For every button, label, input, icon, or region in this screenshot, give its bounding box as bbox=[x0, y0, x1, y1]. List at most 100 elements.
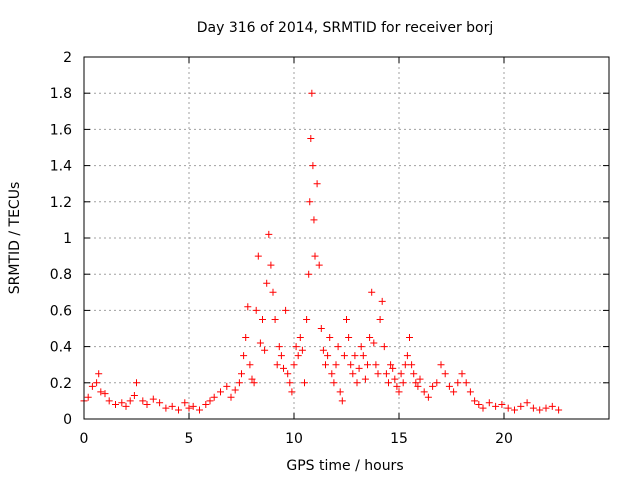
data-point bbox=[313, 180, 321, 188]
data-point bbox=[387, 361, 395, 369]
data-point bbox=[292, 343, 300, 351]
data-point bbox=[306, 198, 314, 206]
data-point bbox=[479, 404, 487, 412]
y-tick-label: 1.8 bbox=[50, 86, 72, 102]
data-point bbox=[408, 361, 416, 369]
data-point bbox=[288, 388, 296, 396]
data-point bbox=[397, 370, 405, 378]
x-tick-label: 5 bbox=[185, 431, 194, 447]
data-point bbox=[403, 352, 411, 360]
y-tick-label: 1.4 bbox=[50, 159, 72, 175]
data-point bbox=[156, 399, 164, 407]
data-point bbox=[385, 379, 392, 387]
data-point bbox=[412, 379, 420, 387]
data-point bbox=[338, 397, 346, 405]
data-point bbox=[301, 379, 308, 387]
data-point bbox=[290, 361, 298, 369]
data-point bbox=[284, 370, 292, 378]
data-point bbox=[555, 406, 563, 414]
data-point bbox=[406, 334, 413, 342]
data-point bbox=[242, 334, 250, 342]
y-tick-label: 0.4 bbox=[50, 340, 72, 356]
y-tick-labels: 0 0.2 0.4 0.6 0.8 1 1.2 1.4 1.6 1.8 2 bbox=[50, 50, 72, 428]
y-axis-label: SRMTID / TECUs bbox=[7, 182, 23, 295]
data-point bbox=[319, 346, 327, 354]
data-point bbox=[332, 361, 340, 369]
data-point bbox=[162, 404, 170, 412]
data-point bbox=[286, 379, 294, 387]
data-point bbox=[248, 375, 256, 383]
data-point bbox=[401, 361, 409, 369]
data-point bbox=[511, 406, 518, 414]
data-point bbox=[267, 261, 275, 269]
data-point bbox=[185, 404, 193, 412]
data-point bbox=[275, 343, 283, 351]
data-point bbox=[246, 361, 254, 369]
x-tick-labels: 0 5 10 15 20 bbox=[80, 431, 513, 447]
data-point bbox=[410, 370, 418, 378]
data-point bbox=[252, 306, 260, 314]
data-point bbox=[424, 393, 432, 401]
data-point bbox=[277, 352, 285, 360]
data-point bbox=[326, 334, 334, 342]
data-point bbox=[105, 397, 113, 405]
data-point bbox=[269, 288, 277, 296]
data-point bbox=[454, 379, 462, 387]
data-point bbox=[441, 370, 449, 378]
data-point bbox=[376, 315, 384, 323]
y-tick-label: 0.8 bbox=[50, 267, 72, 283]
data-point bbox=[175, 406, 182, 414]
y-tick-label: 1.6 bbox=[50, 122, 72, 138]
data-point bbox=[282, 306, 290, 314]
data-point bbox=[353, 379, 361, 387]
data-point bbox=[168, 402, 176, 410]
data-point bbox=[364, 361, 371, 369]
data-point bbox=[317, 325, 325, 332]
data-point bbox=[244, 303, 252, 311]
data-point bbox=[296, 334, 304, 342]
data-point bbox=[517, 402, 525, 410]
data-point bbox=[112, 401, 119, 409]
y-tick-label: 1.2 bbox=[50, 195, 72, 211]
data-point bbox=[308, 89, 316, 97]
data-point bbox=[122, 402, 130, 410]
data-point bbox=[372, 361, 380, 369]
data-point bbox=[93, 379, 101, 387]
data-point bbox=[223, 382, 231, 390]
data-point bbox=[349, 370, 357, 378]
data-point bbox=[181, 399, 189, 407]
data-point bbox=[130, 391, 138, 399]
data-point bbox=[370, 339, 378, 347]
data-point bbox=[231, 386, 239, 394]
data-point bbox=[126, 397, 134, 405]
data-point bbox=[143, 401, 151, 409]
data-point bbox=[340, 352, 348, 360]
data-point bbox=[347, 361, 355, 369]
data-point bbox=[240, 352, 248, 360]
data-point bbox=[416, 375, 424, 383]
data-point bbox=[101, 390, 109, 398]
y-tick-label: 1 bbox=[63, 231, 72, 247]
data-point bbox=[374, 370, 382, 378]
data-point bbox=[261, 346, 269, 354]
y-tick-label: 0.2 bbox=[50, 376, 72, 392]
data-point bbox=[202, 401, 210, 409]
data-point bbox=[97, 388, 105, 396]
data-point bbox=[310, 216, 318, 224]
data-point bbox=[263, 279, 271, 287]
data-point bbox=[328, 370, 336, 378]
data-point bbox=[330, 379, 338, 387]
data-point bbox=[307, 134, 315, 142]
data-point bbox=[139, 397, 147, 405]
data-point bbox=[523, 399, 531, 407]
data-point bbox=[471, 397, 479, 405]
data-point bbox=[250, 379, 258, 387]
data-point bbox=[256, 339, 264, 347]
data-point bbox=[210, 393, 218, 401]
chart-title: Day 316 of 2014, SRMTID for receiver bor… bbox=[197, 20, 494, 36]
data-point bbox=[309, 162, 317, 170]
x-tick-label: 0 bbox=[80, 431, 89, 447]
data-point bbox=[393, 382, 401, 390]
data-point bbox=[334, 343, 342, 351]
